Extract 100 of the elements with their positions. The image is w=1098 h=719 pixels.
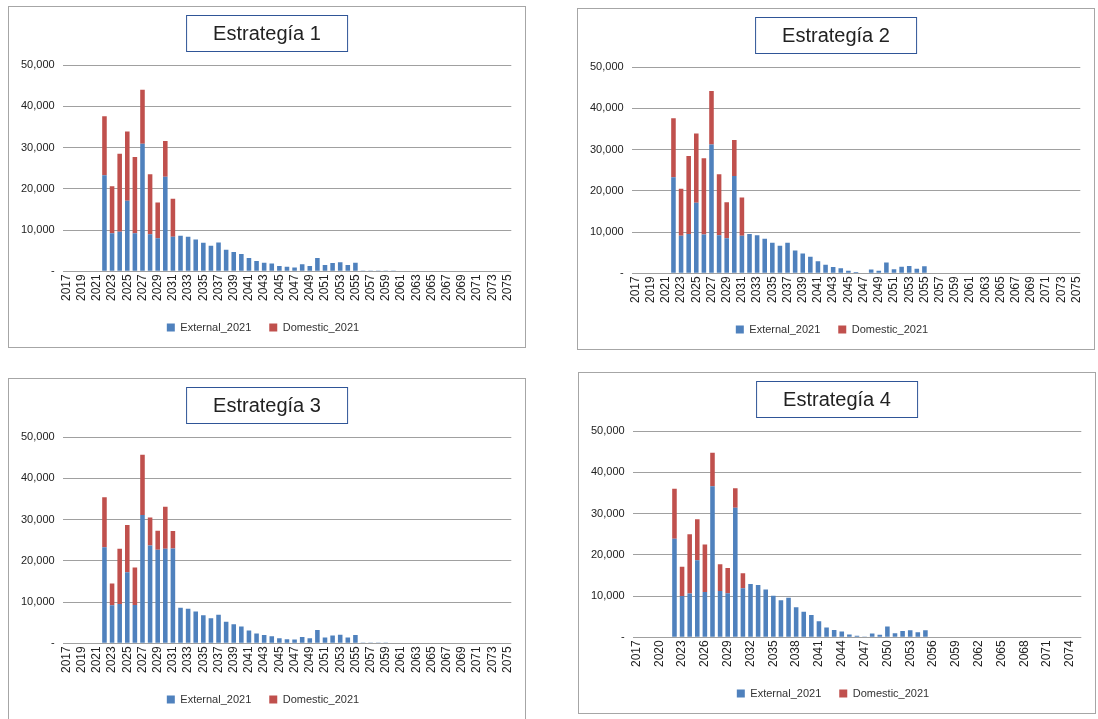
x-tick-label: 2067 (438, 645, 453, 674)
bar (322, 265, 328, 271)
x-tick-label: 2062 (970, 639, 985, 668)
bar (770, 242, 775, 273)
bar (671, 118, 676, 178)
x-tick-label: 2033 (180, 645, 195, 674)
x-tick-label: 2027 (134, 645, 149, 674)
bar (178, 607, 183, 643)
bar (155, 238, 160, 271)
x-tick-label: 2051 (317, 273, 332, 302)
x-tick-label: 2045 (271, 273, 286, 302)
y-tick-label: - (620, 630, 625, 643)
x-tick-label: 2021 (658, 275, 673, 304)
x-tick-label: 2057 (362, 645, 377, 674)
y-tick-label: 30,000 (590, 506, 625, 519)
bar (786, 597, 791, 637)
bar (672, 488, 677, 539)
y-tick-label: - (50, 636, 55, 649)
x-tick-label: 2068 (1016, 639, 1031, 668)
chart-title: Estrategía 4 (756, 381, 918, 418)
x-tick-label: 2075 (1068, 275, 1083, 304)
x-tick-label: 2073 (484, 645, 499, 674)
bar (140, 143, 145, 271)
bar (884, 262, 889, 273)
x-tick-label: 2041 (241, 273, 256, 302)
y-tick-label: 20,000 (590, 547, 625, 560)
y-tick-label: 40,000 (589, 101, 624, 114)
bar (923, 630, 928, 637)
bar (687, 534, 692, 594)
x-tick-label: 2038 (788, 639, 803, 668)
bar (710, 452, 715, 487)
bar (299, 637, 305, 643)
x-tick-label: 2035 (195, 273, 210, 302)
y-tick-label: 20,000 (589, 183, 624, 196)
bar (885, 626, 890, 637)
bar (315, 630, 320, 643)
bar (695, 560, 700, 637)
x-tick-label: 2043 (256, 645, 271, 674)
x-tick-label: 2059 (947, 275, 962, 304)
bar (201, 242, 206, 271)
x-tick-label: 2074 (1062, 639, 1077, 668)
bar (140, 454, 145, 515)
x-tick-label: 2061 (962, 275, 977, 304)
bar (695, 519, 700, 561)
x-tick-label: 2071 (1039, 639, 1054, 668)
x-tick-label: 2023 (104, 645, 119, 674)
chart-title: Estrategía 2 (755, 17, 917, 54)
bar (147, 517, 153, 546)
bar (725, 593, 730, 637)
bar (163, 140, 168, 177)
legend-label: Domestic_2021 (851, 322, 929, 335)
bar (299, 264, 305, 271)
legend-label: External_2021 (180, 320, 252, 333)
bar (216, 242, 221, 271)
bar (694, 133, 699, 203)
bar (292, 639, 297, 643)
y-tick-label: 50,000 (20, 58, 55, 71)
x-tick-label: 2059 (378, 645, 393, 674)
y-tick-label: 10,000 (20, 595, 55, 608)
x-tick-label: 2031 (165, 645, 180, 674)
bar (747, 234, 752, 273)
x-tick-label: 2043 (256, 273, 271, 302)
x-tick-label: 2029 (150, 645, 165, 674)
x-tick-label: 2019 (73, 273, 88, 302)
bar (732, 140, 737, 176)
x-tick-label: 2075 (499, 645, 514, 674)
x-tick-label: 2025 (688, 275, 703, 304)
bar (808, 256, 813, 273)
bar (117, 153, 122, 232)
x-tick-label: 2047 (286, 645, 301, 674)
x-tick-label: 2055 (347, 645, 362, 674)
x-tick-label: 2050 (879, 639, 894, 668)
x-tick-label: 2041 (811, 639, 826, 668)
bar (763, 589, 768, 637)
legend-label: Domestic_2021 (282, 692, 360, 705)
bar (163, 506, 168, 549)
bar (816, 621, 822, 637)
bar (809, 615, 814, 637)
y-tick-label: 10,000 (20, 223, 55, 236)
x-tick-label: 2056 (925, 639, 940, 668)
bar (922, 266, 927, 273)
x-tick-label: 2059 (948, 639, 963, 668)
x-tick-label: 2039 (226, 273, 241, 302)
bar (239, 253, 244, 271)
x-tick-label: 2051 (886, 275, 901, 304)
bar (801, 611, 807, 637)
x-tick-label: 2031 (165, 273, 180, 302)
x-tick-label: 2057 (362, 273, 377, 302)
x-tick-label: 2021 (89, 273, 104, 302)
bar (155, 530, 160, 550)
bar (231, 624, 237, 643)
x-tick-label: 2073 (484, 273, 499, 302)
bar (102, 547, 107, 643)
bar (771, 595, 776, 637)
bar (261, 635, 267, 643)
x-tick-label: 2035 (195, 645, 210, 674)
bar (847, 634, 852, 637)
legend-label: External_2021 (750, 686, 822, 699)
x-tick-label: 2053 (902, 639, 917, 668)
bar (315, 258, 320, 271)
